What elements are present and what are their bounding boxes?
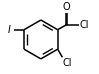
Text: Cl: Cl [79,20,89,30]
Text: I: I [8,25,11,35]
Text: Cl: Cl [63,58,72,68]
Text: O: O [63,2,70,12]
